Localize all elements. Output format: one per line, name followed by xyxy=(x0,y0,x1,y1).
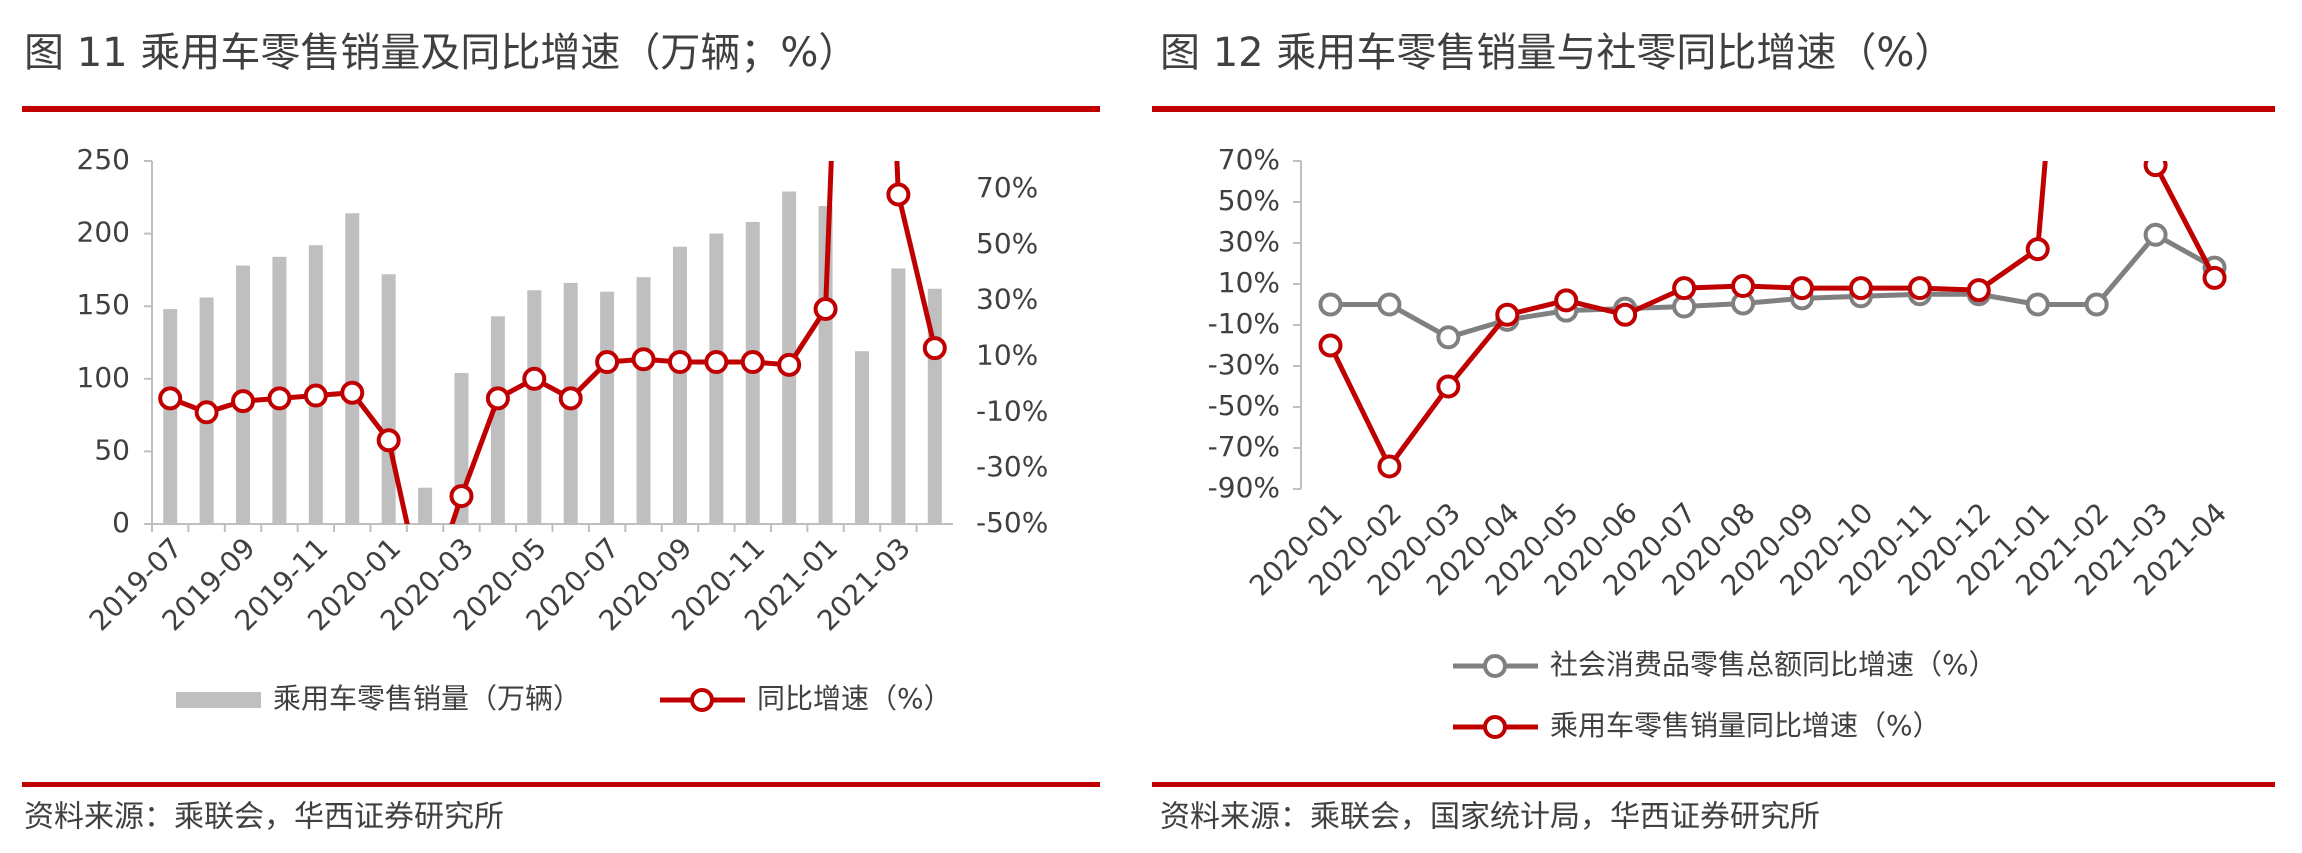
title-rule xyxy=(1152,106,2275,112)
source-rule xyxy=(22,782,1100,787)
bar xyxy=(600,291,615,524)
marker xyxy=(1436,374,1461,399)
line xyxy=(1330,232,2216,340)
bar xyxy=(381,274,396,524)
source-rule xyxy=(1152,782,2275,787)
y2-tick-label: -50% xyxy=(976,506,1048,539)
marker xyxy=(1966,278,1991,303)
marker xyxy=(194,400,219,425)
marker xyxy=(376,428,401,453)
bar xyxy=(709,233,724,524)
legend-label: 乘用车零售销量同比增速（%） xyxy=(1550,709,1941,742)
marker xyxy=(2025,292,2050,317)
marker xyxy=(1377,454,1402,479)
bar xyxy=(818,206,833,524)
chart-title: 图 12 乘用车零售销量与社零同比增速（%） xyxy=(1160,30,1954,76)
marker xyxy=(1672,276,1697,301)
marker xyxy=(1318,292,1343,317)
y-tick-label: -90% xyxy=(1208,471,1280,504)
marker xyxy=(667,350,692,375)
title-rule xyxy=(22,106,1100,112)
bar xyxy=(163,309,178,524)
marker xyxy=(2143,222,2168,247)
marker xyxy=(267,386,292,411)
y2-tick-label: 30% xyxy=(976,283,1038,316)
bar xyxy=(490,316,505,524)
bar xyxy=(418,487,433,524)
bar xyxy=(527,290,542,524)
legend-marker xyxy=(1483,715,1507,739)
series-line xyxy=(158,161,947,524)
legend-marker xyxy=(1483,654,1507,678)
y-tick-label: -30% xyxy=(1208,348,1280,381)
legend-label: 社会消费品零售总额同比增速（%） xyxy=(1550,648,1997,681)
marker xyxy=(1848,276,1873,301)
bar xyxy=(345,213,360,524)
marker xyxy=(2202,265,2227,290)
legend-label: 同比增速（%） xyxy=(757,682,952,715)
marker xyxy=(704,350,729,375)
legend-label: 乘用车零售销量（万辆） xyxy=(273,682,581,715)
source: 资料来源：乘联会，国家统计局，华西证券研究所 xyxy=(1160,800,1820,835)
y2-tick-label: 70% xyxy=(976,171,1038,204)
marker xyxy=(1377,292,1402,317)
y-tick-label: 50 xyxy=(94,433,130,466)
y-tick-label: 250 xyxy=(77,143,130,176)
chart-title: 图 11 乘用车零售销量及同比增速（万辆；%） xyxy=(24,30,858,76)
y-tick-label: 50% xyxy=(1218,184,1280,217)
bar xyxy=(854,351,869,524)
marker xyxy=(158,386,183,411)
marker xyxy=(922,336,947,361)
marker xyxy=(231,389,256,414)
marker xyxy=(1495,302,1520,327)
marker xyxy=(522,366,547,391)
line xyxy=(1328,161,2217,469)
marker xyxy=(449,484,474,509)
marker xyxy=(886,182,911,207)
y2-tick-label: 10% xyxy=(976,338,1038,371)
marker xyxy=(1318,333,1343,358)
y-tick-label: -50% xyxy=(1208,389,1280,422)
marker xyxy=(631,347,656,372)
marker xyxy=(485,386,510,411)
marker xyxy=(1613,302,1638,327)
source: 资料来源：乘联会，华西证券研究所 xyxy=(24,800,504,835)
y-tick-label: -10% xyxy=(1208,307,1280,340)
marker xyxy=(1731,274,1756,299)
marker xyxy=(813,296,838,321)
marker xyxy=(1436,325,1461,350)
y2-tick-label: -10% xyxy=(976,394,1048,427)
bar xyxy=(891,268,906,524)
y-tick-label: 10% xyxy=(1218,266,1280,299)
legend-swatch xyxy=(176,692,261,708)
y-tick-label: 150 xyxy=(77,288,130,321)
marker xyxy=(303,383,328,408)
legend-marker xyxy=(690,688,714,712)
bar xyxy=(636,277,651,524)
marker xyxy=(1907,276,1932,301)
marker xyxy=(340,380,365,405)
y-tick-label: 100 xyxy=(77,361,130,394)
marker xyxy=(2084,292,2109,317)
y-tick-label: 30% xyxy=(1218,225,1280,258)
marker xyxy=(740,350,765,375)
y-tick-label: 70% xyxy=(1218,143,1280,176)
line xyxy=(169,161,938,524)
bar xyxy=(672,246,687,524)
marker xyxy=(777,352,802,377)
marker xyxy=(595,350,620,375)
marker xyxy=(1554,288,1579,313)
y2-tick-label: -30% xyxy=(976,450,1048,483)
y-tick-label: -70% xyxy=(1208,430,1280,463)
series-line xyxy=(1318,161,2227,479)
marker xyxy=(558,386,583,411)
marker xyxy=(2025,237,2050,262)
y-tick-label: 200 xyxy=(77,216,130,249)
y-tick-label: 0 xyxy=(112,506,130,539)
marker xyxy=(1789,276,1814,301)
marker xyxy=(2143,161,2168,178)
y2-tick-label: 50% xyxy=(976,227,1038,260)
